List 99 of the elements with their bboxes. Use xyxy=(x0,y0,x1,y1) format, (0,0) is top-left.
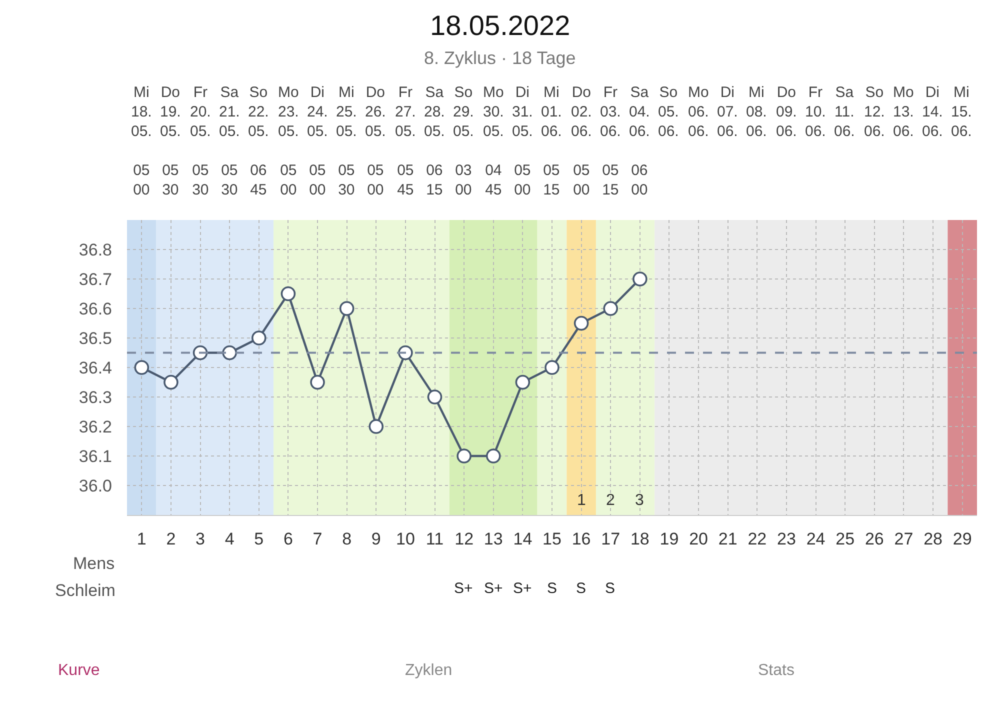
point xyxy=(544,360,560,375)
chart-subtitle: 8. Zyklus · 18 Tage xyxy=(424,48,576,68)
text: Sa 04. 06. 06 00 xyxy=(629,84,650,198)
text: Fr 27. 05. 05 45 xyxy=(395,84,416,198)
point xyxy=(368,419,384,434)
text: Fr 10. 06. xyxy=(805,84,826,140)
x-tick-label: 6 xyxy=(283,529,293,548)
text: S xyxy=(576,580,586,597)
x-tick-label: 3 xyxy=(196,529,206,548)
text: Mens xyxy=(73,554,115,573)
text: Mi 08. 06. xyxy=(746,84,767,140)
text: Schleim xyxy=(55,581,116,600)
x-tick-label: 15 xyxy=(542,529,562,548)
text: S xyxy=(547,580,558,597)
x-tick-label: 13 xyxy=(484,529,503,548)
y-tick-label: 36.5 xyxy=(78,328,112,348)
text: Mi 15. 06. xyxy=(951,84,972,140)
y-tick-label: 36.3 xyxy=(78,388,112,407)
x-tick-label: 7 xyxy=(312,529,322,548)
point xyxy=(456,448,472,464)
x-tick-label: 9 xyxy=(371,529,381,548)
y-tick-label: 36.7 xyxy=(78,270,112,289)
text: Di 14. 06. xyxy=(922,84,943,140)
text: Mo 13. 06. xyxy=(893,84,914,140)
text: S xyxy=(605,580,616,597)
text: Do 02. 06. 05 00 xyxy=(571,84,592,198)
point xyxy=(515,374,530,390)
x-tick-label: 25 xyxy=(836,529,855,548)
text: Do 09. 06. xyxy=(776,84,797,140)
text: Sa 28. 05. 06 15 xyxy=(424,84,445,198)
point xyxy=(632,272,648,286)
point xyxy=(603,301,618,316)
text: Fr 20. 05. 05 30 xyxy=(190,84,211,198)
x-tick-label: 12 xyxy=(454,529,474,548)
text: Mo 30. 05. 04 45 xyxy=(483,84,504,198)
text: So 12. 06. xyxy=(864,84,885,140)
x-tick-label: 23 xyxy=(777,529,796,548)
point xyxy=(164,374,178,390)
y-tick-label: 36.4 xyxy=(78,358,112,378)
text: Mi 18. 05. 05 00 xyxy=(131,84,152,198)
point xyxy=(574,316,589,331)
point xyxy=(280,286,296,302)
text: So 29. 05. 03 00 xyxy=(453,84,474,198)
text: Di 07. 06. xyxy=(717,84,738,140)
chart-title: 18.05.2022 xyxy=(430,10,570,41)
annotation: 2 xyxy=(606,492,615,509)
x-tick-label: 20 xyxy=(689,529,708,548)
text: Kurve xyxy=(58,662,100,679)
text: Sa 21. 05. 05 30 xyxy=(219,84,240,198)
x-tick-label: 21 xyxy=(718,529,738,548)
point xyxy=(222,345,237,360)
x-tick-label: 1 xyxy=(136,529,146,548)
text: Do 19. 05. 05 30 xyxy=(160,84,181,198)
x-tick-label: 19 xyxy=(660,529,679,548)
text: Mi 25. 05. 05 30 xyxy=(336,84,357,198)
text: S+ xyxy=(513,580,532,597)
text: Do 26. 05. 05 00 xyxy=(365,84,386,198)
text: Zyklen xyxy=(405,662,452,679)
x-tick-label: 2 xyxy=(166,529,176,548)
point xyxy=(427,390,442,404)
x-tick-label: 5 xyxy=(254,529,264,548)
point xyxy=(339,301,354,316)
text: S+ xyxy=(484,580,504,597)
y-tick-label: 36.2 xyxy=(78,417,112,436)
text: S+ xyxy=(454,580,474,597)
x-tick-label: 18 xyxy=(630,529,650,548)
x-tick-label: 16 xyxy=(572,529,591,548)
text: Mi 01. 06. 05 15 xyxy=(541,84,562,198)
x-tick-label: 24 xyxy=(806,529,826,548)
text: So 22. 05. 06 45 xyxy=(248,84,269,198)
x-tick-label: 27 xyxy=(894,529,914,548)
x-tick-label: 28 xyxy=(924,529,942,548)
x-tick-label: 26 xyxy=(864,529,884,548)
y-tick-label: 36.1 xyxy=(78,446,112,466)
x-tick-label: 11 xyxy=(426,529,444,548)
annotation: 3 xyxy=(635,492,644,509)
text: Mo 23. 05. 05 00 xyxy=(278,84,299,198)
annotation: 1 xyxy=(577,492,586,509)
text: Di 24. 05. 05 00 xyxy=(307,84,328,198)
y-tick-label: 36.0 xyxy=(78,476,112,496)
point xyxy=(310,374,325,390)
x-tick-label: 14 xyxy=(513,529,532,548)
point xyxy=(252,330,266,346)
text: Fr 03. 06. 05 15 xyxy=(600,84,621,198)
y-tick-label: 36.6 xyxy=(78,299,112,318)
x-tick-label: 8 xyxy=(342,529,352,548)
x-tick-label: 10 xyxy=(396,529,415,548)
point xyxy=(134,360,150,375)
text: Stats xyxy=(758,662,794,679)
text: Mo 06. 06. xyxy=(688,84,709,140)
text: Di 31. 05. 05 00 xyxy=(512,84,533,198)
x-tick-label: 4 xyxy=(224,529,234,548)
y-tick-label: 36.8 xyxy=(78,240,112,260)
x-tick-label: 17 xyxy=(601,529,620,548)
text: So 05. 06. xyxy=(658,84,679,140)
x-tick-label: 22 xyxy=(748,529,767,548)
point xyxy=(486,448,501,464)
text: Sa 11. 06. xyxy=(834,84,855,140)
x-tick-label: 29 xyxy=(952,529,972,548)
